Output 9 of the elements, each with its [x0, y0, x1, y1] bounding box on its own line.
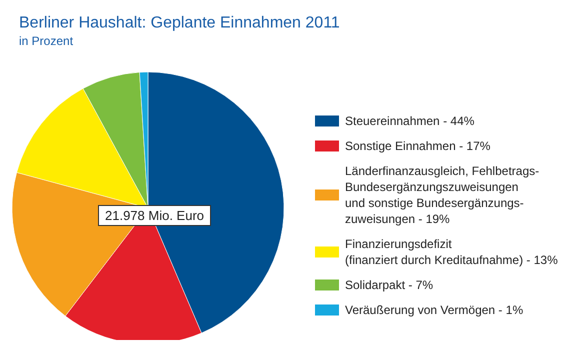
legend-label: Finanzierungsdefizit (finanziert durch Kreditaufnahme) - 13%	[345, 237, 558, 267]
text: 21.978 Mio. Euro	[105, 208, 204, 223]
legend-label: Steuereinnahmen - 44%	[345, 114, 475, 128]
chart-title: Berliner Haushalt: Geplante Einnahmen 2011	[19, 14, 340, 32]
legend-label: Solidarpakt - 7%	[345, 278, 434, 292]
legend-label: Veräußerung von Vermögen - 1%	[345, 303, 524, 317]
legend-label: Länderfinanzausgleich, Fehlbetrags- Bundesergänzungszuweisungen und sonstige Bundesergänzungs- zuweisungen - 19%	[345, 164, 540, 226]
legend-label: Sonstige Einnahmen - 17%	[345, 139, 491, 153]
chart-subtitle: in Prozent	[19, 34, 74, 48]
